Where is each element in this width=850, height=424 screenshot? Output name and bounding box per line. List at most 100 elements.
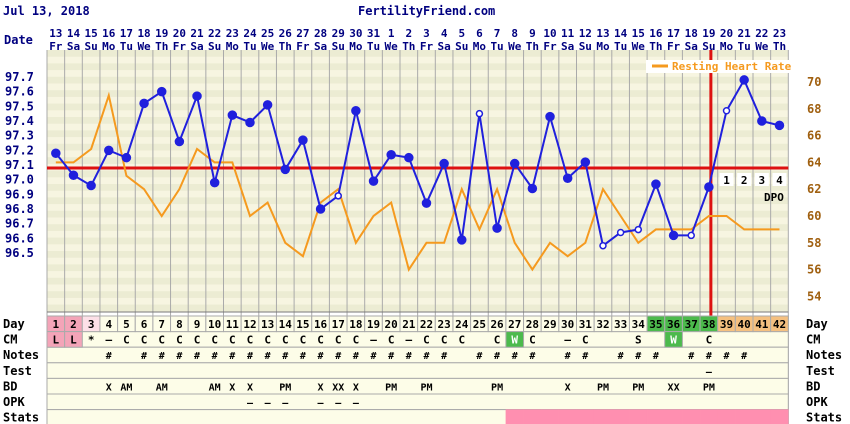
bd-value: PM [420, 382, 432, 393]
opk-value: — [265, 398, 272, 409]
dpo-number: 4 [776, 174, 783, 187]
date-label: 31 [367, 27, 381, 40]
date-label: 24 [243, 27, 257, 40]
temperature-point [351, 105, 361, 116]
notes-value: # [106, 351, 112, 362]
bd-value: AM [120, 382, 132, 393]
day-number: 3 [88, 318, 95, 331]
cm-value: C [335, 334, 342, 347]
cm-value: C [194, 334, 201, 347]
temperature-point [739, 75, 749, 85]
temperature-point [580, 157, 591, 167]
stats-cell [699, 409, 718, 424]
day-number: 22 [420, 318, 433, 331]
hr-tick-label: 58 [807, 236, 821, 250]
date-label: 20 [720, 27, 733, 40]
stats-cell [629, 409, 648, 424]
weekday-label: Tu [243, 40, 256, 53]
cm-value: C [264, 334, 271, 347]
weekday-label: Th [279, 40, 292, 53]
bd-value: X [229, 382, 235, 393]
cm-value: C [494, 334, 501, 347]
weekday-label: Sa [190, 40, 203, 53]
day-number: 9 [194, 318, 201, 331]
bd-value: X [353, 382, 359, 393]
date-label: 22 [208, 27, 221, 40]
cm-value: C [247, 334, 254, 347]
cm-value: C [458, 334, 465, 347]
day-number: 2 [70, 318, 77, 331]
day-number: 36 [667, 318, 681, 331]
day-number: 4 [105, 318, 112, 331]
temperature-point [86, 180, 96, 191]
notes-value: # [653, 351, 659, 362]
temperature-point [687, 231, 695, 240]
date-label: 29 [332, 27, 345, 40]
header-date: Jul 13, 2018 [3, 4, 90, 18]
cm-value: — [564, 334, 571, 347]
notes-value: # [618, 351, 624, 362]
row-label-test: Test [3, 364, 32, 378]
day-number: 7 [158, 318, 165, 331]
date-label: 23 [226, 27, 239, 40]
date-label: 9 [529, 27, 536, 40]
notes-value: # [582, 351, 588, 362]
notes-value: # [353, 351, 359, 362]
dpo-box [754, 173, 769, 186]
temperature-point [139, 98, 149, 109]
weekday-label: Mo [349, 40, 363, 53]
cm-value: C [317, 334, 324, 347]
cm-value: L [53, 334, 60, 347]
date-header: Date 13Fr14Sa15Su16Mo17Tu18We19Th20Fr21Sa… [4, 27, 786, 53]
temperature-point [192, 91, 202, 101]
legend: Resting Heart Rate [646, 60, 800, 73]
temperature-point [722, 106, 731, 115]
dpo-box [772, 173, 787, 186]
cm-value: C [176, 334, 183, 347]
hr-tick-label: 54 [807, 289, 821, 303]
day-number: 32 [596, 318, 609, 331]
day-number: 25 [473, 318, 486, 331]
temperature-axis: 97.797.697.597.497.397.297.197.096.996.8… [5, 70, 34, 260]
cm-value: C [529, 334, 536, 347]
cm-value: C [423, 334, 430, 347]
day-number: 31 [579, 318, 593, 331]
temperature-point [174, 136, 185, 147]
date-label: 23 [773, 27, 786, 40]
day-number: 12 [243, 318, 256, 331]
dpo-number: 1 [723, 174, 730, 187]
temp-tick-label: 96.9 [5, 187, 34, 201]
notes-value: # [282, 351, 288, 362]
weekday-label: Sa [438, 40, 451, 53]
bd-value: X [247, 382, 253, 393]
notes-value: # [300, 351, 306, 362]
cm-value: C [211, 334, 218, 347]
weekday-label: Sa [67, 40, 80, 53]
header-site-link[interactable]: FertilityFriend.com [358, 4, 495, 18]
test-value: — [706, 367, 713, 378]
temperature-point [262, 100, 273, 110]
stats-cell [717, 409, 736, 424]
hr-tick-label: 70 [807, 75, 821, 89]
notes-value: # [635, 351, 641, 362]
weekday-label: Sa [314, 40, 327, 53]
date-label: 19 [155, 27, 168, 40]
dpo-label: DPO [764, 191, 784, 204]
date-label: 1 [388, 27, 395, 40]
temperature-point [757, 116, 767, 126]
date-label: 25 [261, 27, 274, 40]
cm-value: W [670, 334, 677, 347]
notes-value: # [529, 351, 535, 362]
cm-value: C [141, 334, 148, 347]
temperature-point [334, 192, 342, 200]
day-number: 37 [685, 318, 698, 331]
weekday-label: Fr [420, 40, 434, 53]
hr-tick-label: 62 [807, 182, 821, 196]
weekday-label: We [137, 40, 151, 53]
weekday-label: Fr [667, 40, 681, 53]
bd-value: X [318, 382, 324, 393]
stats-cell [770, 409, 789, 424]
date-label: 11 [561, 27, 575, 40]
temp-tick-label: 97.5 [5, 99, 34, 113]
weekday-label: Fr [49, 40, 63, 53]
